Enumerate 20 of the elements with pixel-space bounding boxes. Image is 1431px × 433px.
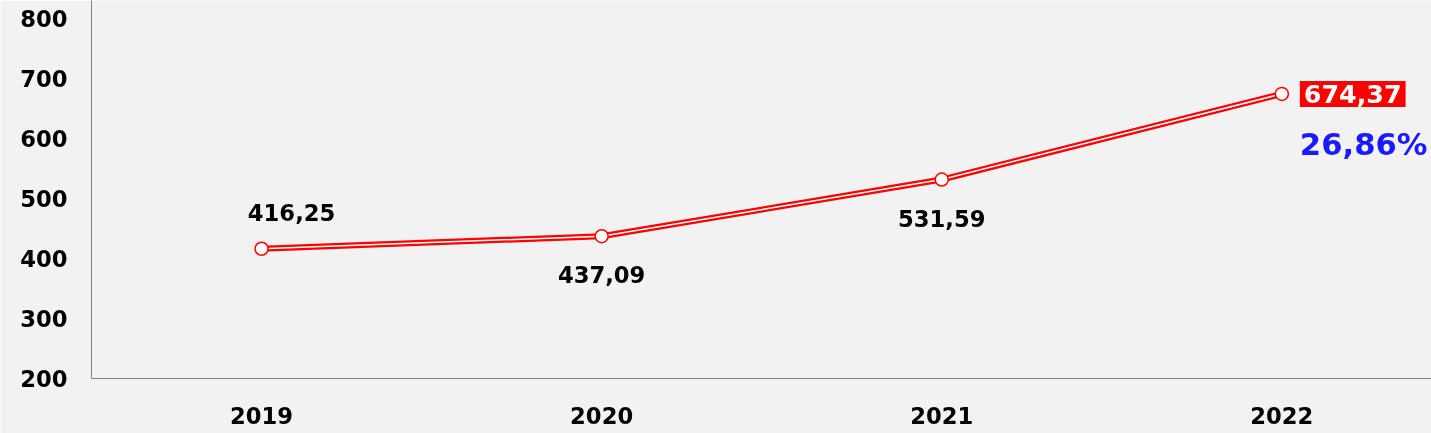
annotation: 26,86% xyxy=(1299,127,1428,163)
x-tick-label: 2019 xyxy=(230,402,294,429)
point xyxy=(594,229,609,244)
x-tick-label: 2020 xyxy=(570,402,634,429)
y-tick-label: 400 xyxy=(20,246,68,272)
data-label: 437,09 xyxy=(557,262,646,289)
y-tick-label: 500 xyxy=(20,186,68,212)
data-label: 531,59 xyxy=(898,205,986,232)
y-tick-label: 700 xyxy=(20,66,68,92)
x-tick-label: 2021 xyxy=(910,402,974,429)
y-tick-label: 600 xyxy=(20,126,68,152)
y-tick-label: 200 xyxy=(20,366,68,392)
data-label: 416,25 xyxy=(247,199,336,226)
y-tick-label: 800 xyxy=(20,6,68,32)
x-tick-label: 2022 xyxy=(1250,402,1314,429)
point xyxy=(1274,86,1290,102)
data-label: 674,37 xyxy=(1303,78,1402,109)
point xyxy=(934,172,949,187)
y-tick-label: 300 xyxy=(20,306,68,332)
point xyxy=(254,241,269,256)
